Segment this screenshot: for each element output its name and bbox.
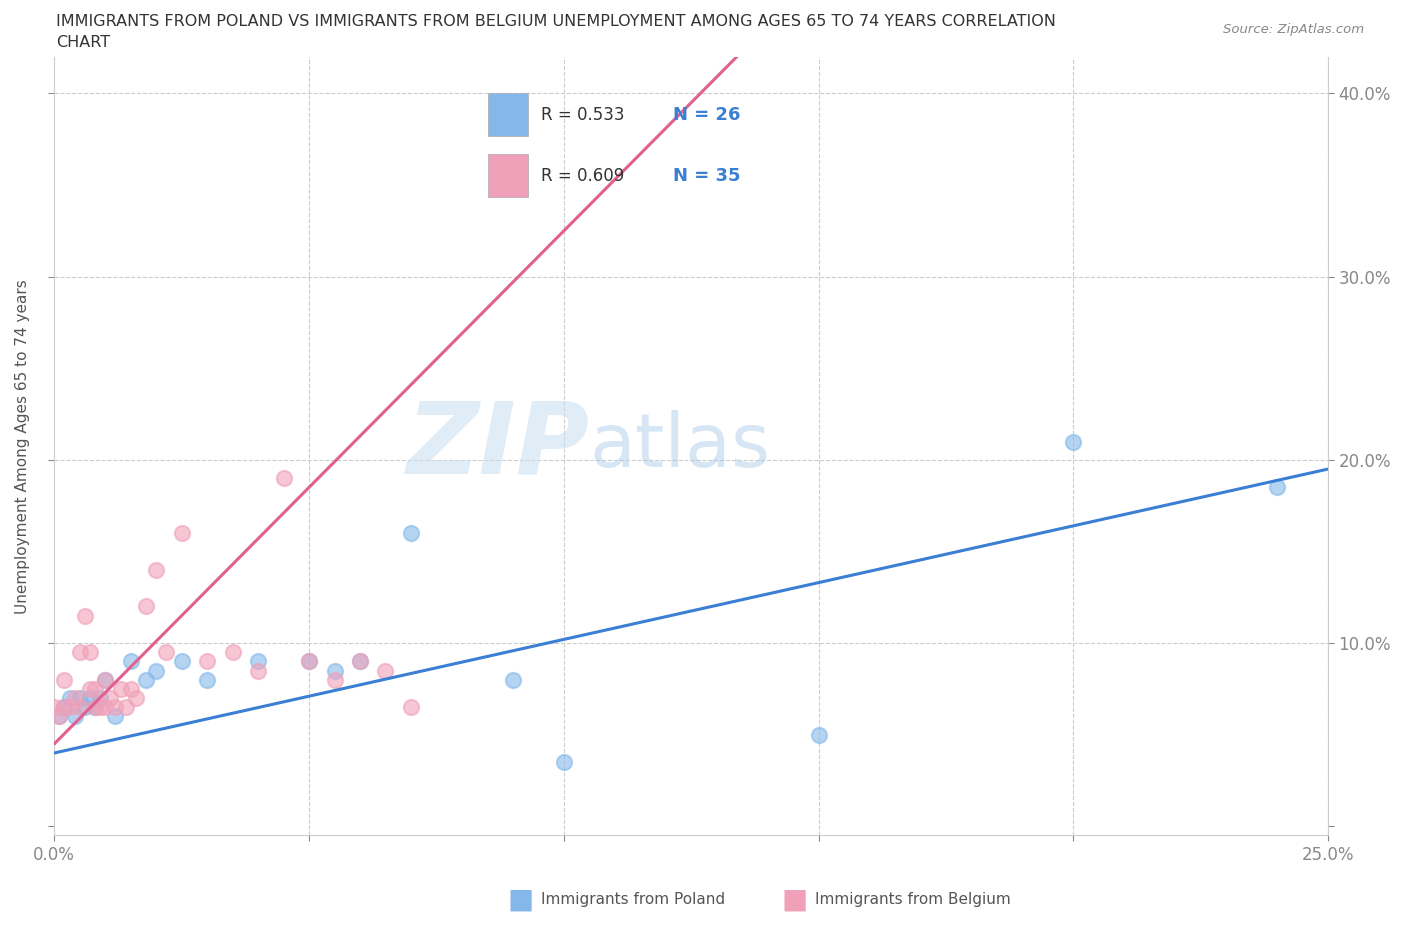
Text: atlas: atlas xyxy=(589,409,770,483)
Y-axis label: Unemployment Among Ages 65 to 74 years: Unemployment Among Ages 65 to 74 years xyxy=(15,279,30,614)
Point xyxy=(114,699,136,714)
Point xyxy=(221,644,243,659)
Text: Immigrants from Belgium: Immigrants from Belgium xyxy=(815,892,1011,907)
Text: Source: ZipAtlas.com: Source: ZipAtlas.com xyxy=(1223,23,1364,36)
Point xyxy=(79,691,101,706)
Point xyxy=(94,699,117,714)
Point xyxy=(502,672,524,687)
Point xyxy=(1062,434,1084,449)
Point xyxy=(273,471,295,485)
Point xyxy=(48,709,70,724)
Point xyxy=(298,654,321,669)
Point xyxy=(69,691,91,706)
Point xyxy=(73,699,96,714)
Point xyxy=(135,672,157,687)
Point xyxy=(195,654,218,669)
Point xyxy=(94,672,117,687)
Point xyxy=(53,699,76,714)
Point xyxy=(104,709,127,724)
Text: ■: ■ xyxy=(782,885,807,913)
Point xyxy=(170,525,193,540)
Point xyxy=(170,654,193,669)
Point xyxy=(73,608,96,623)
Text: IMMIGRANTS FROM POLAND VS IMMIGRANTS FROM BELGIUM UNEMPLOYMENT AMONG AGES 65 TO : IMMIGRANTS FROM POLAND VS IMMIGRANTS FRO… xyxy=(56,14,1056,29)
Point xyxy=(195,672,218,687)
Point xyxy=(94,672,117,687)
Point xyxy=(58,691,80,706)
Point xyxy=(53,699,76,714)
Point xyxy=(104,699,127,714)
Text: Immigrants from Poland: Immigrants from Poland xyxy=(541,892,725,907)
Point xyxy=(1265,480,1288,495)
Point xyxy=(323,672,346,687)
Text: ZIP: ZIP xyxy=(406,398,589,495)
Point xyxy=(63,709,86,724)
Point xyxy=(84,699,107,714)
Point xyxy=(110,682,132,697)
Point xyxy=(155,644,177,659)
Text: CHART: CHART xyxy=(56,35,110,50)
Point xyxy=(58,699,80,714)
Point xyxy=(63,691,86,706)
Point xyxy=(807,727,830,742)
Point xyxy=(298,654,321,669)
Point xyxy=(125,691,148,706)
Point xyxy=(89,699,111,714)
Point xyxy=(79,644,101,659)
Text: ■: ■ xyxy=(508,885,533,913)
Point xyxy=(349,654,371,669)
Point xyxy=(247,663,270,678)
Point xyxy=(48,709,70,724)
Point xyxy=(399,525,422,540)
Point xyxy=(145,663,167,678)
Point xyxy=(349,654,371,669)
Point xyxy=(84,699,107,714)
Point xyxy=(553,755,575,770)
Point xyxy=(247,654,270,669)
Point xyxy=(120,682,142,697)
Point xyxy=(84,682,107,697)
Point xyxy=(323,663,346,678)
Point xyxy=(89,691,111,706)
Point xyxy=(44,699,66,714)
Point xyxy=(135,599,157,614)
Point xyxy=(374,663,396,678)
Point xyxy=(145,563,167,578)
Point xyxy=(53,672,76,687)
Point xyxy=(399,699,422,714)
Point xyxy=(69,699,91,714)
Point xyxy=(79,682,101,697)
Point xyxy=(120,654,142,669)
Point xyxy=(69,644,91,659)
Point xyxy=(98,691,121,706)
